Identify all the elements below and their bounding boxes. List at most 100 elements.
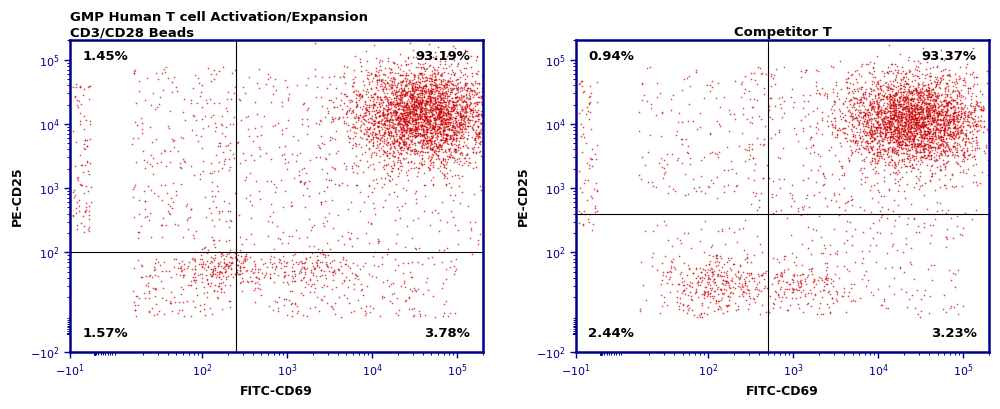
Point (885, 144, 901, 151)
Point (891, 144, 907, 151)
Point (383, 65, 399, 72)
Point (162, 147, 178, 154)
Point (367, 90, 383, 97)
Point (452, 151, 468, 157)
Point (426, 100, 442, 106)
Point (874, 146, 890, 152)
Point (688, 286, 704, 293)
Point (315, 220, 331, 227)
Point (890, 128, 906, 135)
Point (454, 106, 470, 113)
Point (975, 105, 991, 111)
Point (930, 95, 946, 101)
Point (703, 265, 719, 272)
Point (353, 281, 369, 287)
Point (393, 144, 409, 151)
Point (173, 262, 189, 269)
Point (922, 121, 938, 128)
Point (442, 54, 458, 61)
Point (393, 118, 409, 124)
Point (469, 99, 485, 106)
Point (439, 159, 455, 166)
Point (380, 97, 396, 103)
Point (450, 109, 466, 115)
Point (276, 258, 292, 264)
Point (892, 101, 908, 108)
Point (914, 89, 930, 95)
Point (916, 139, 932, 146)
Point (908, 85, 924, 91)
Point (239, 256, 255, 262)
Point (890, 115, 906, 121)
Point (905, 101, 921, 108)
Point (279, 84, 295, 90)
Point (423, 136, 439, 143)
Point (420, 255, 436, 261)
Point (453, 91, 469, 98)
Point (780, 266, 796, 273)
Point (390, 64, 406, 70)
Point (167, 220, 183, 227)
Point (445, 43, 461, 49)
Point (421, 113, 437, 120)
Point (368, 68, 384, 74)
Point (706, 288, 722, 294)
Point (413, 101, 429, 108)
Point (352, 134, 368, 141)
Point (445, 102, 461, 109)
Point (665, 256, 681, 263)
Point (721, 281, 737, 288)
Point (215, 252, 231, 258)
Point (908, 63, 924, 70)
Point (898, 74, 914, 81)
Point (688, 289, 704, 296)
Point (940, 99, 956, 105)
Point (480, 147, 496, 154)
Point (943, 100, 959, 106)
Point (915, 131, 931, 137)
Point (885, 207, 901, 214)
Point (177, 159, 193, 166)
Point (416, 130, 432, 137)
Point (867, 157, 883, 164)
Point (431, 124, 447, 131)
Point (439, 106, 455, 112)
Point (374, 133, 390, 140)
Point (404, 103, 420, 110)
Point (78, 117, 94, 124)
Point (909, 102, 925, 108)
Point (865, 106, 881, 112)
Point (882, 78, 898, 85)
Point (587, 151, 603, 157)
Point (829, 290, 845, 297)
Point (753, 288, 769, 294)
Point (286, 278, 302, 284)
Point (911, 142, 927, 148)
Point (169, 87, 185, 94)
Point (919, 131, 935, 138)
Point (421, 55, 437, 62)
Point (912, 124, 928, 130)
Point (366, 90, 382, 97)
Point (421, 78, 437, 84)
Point (758, 70, 774, 77)
Point (493, 134, 509, 140)
Point (183, 278, 199, 285)
Point (900, 144, 916, 151)
Point (901, 110, 917, 117)
Point (926, 89, 942, 95)
Point (853, 99, 869, 106)
Point (452, 122, 468, 129)
Point (420, 93, 436, 99)
Point (206, 168, 222, 174)
Point (137, 295, 153, 302)
Point (410, 258, 426, 265)
Point (388, 101, 404, 107)
Point (727, 280, 743, 287)
Point (756, 285, 772, 292)
Point (454, 105, 470, 112)
Point (968, 179, 984, 186)
Point (696, 249, 712, 255)
Point (423, 132, 439, 139)
Point (869, 108, 885, 115)
